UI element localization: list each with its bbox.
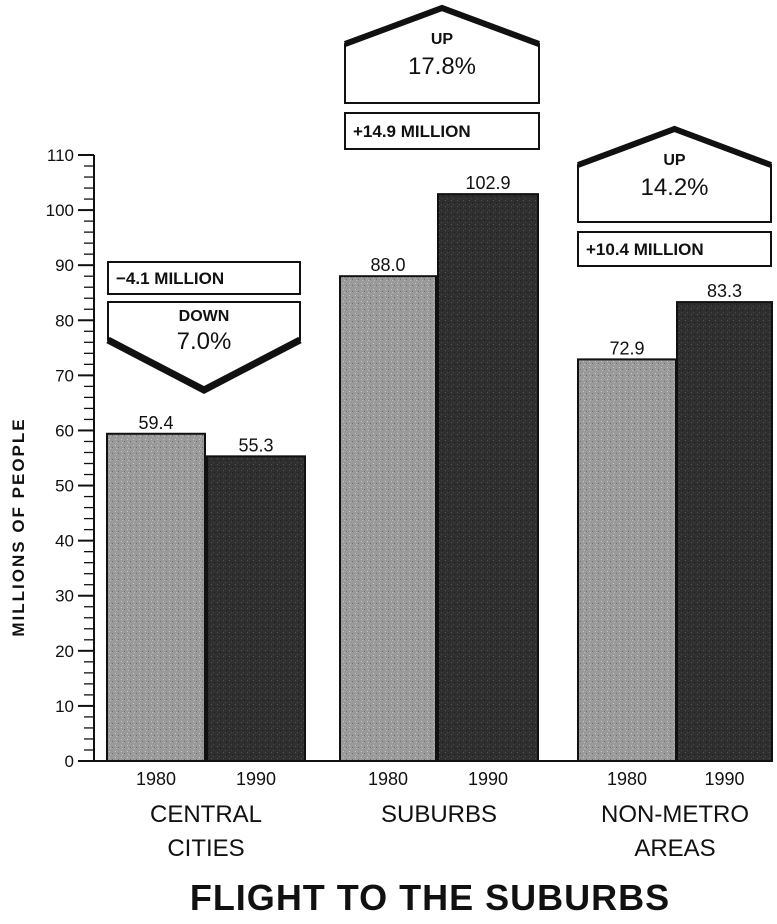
change-text: −4.1 MILLION [116,269,224,288]
category-label: AREAS [634,835,715,862]
bar-1980 [577,358,677,762]
y-tick-label: 100 [46,201,74,220]
y-tick-label: 80 [55,311,74,330]
direction-word: UP [431,31,454,48]
bar-1990 [437,193,539,762]
category-label: NON-METRO [601,801,749,828]
y-tick-label: 20 [55,642,74,661]
value-label: 72.9 [609,338,644,358]
value-label: 83.3 [707,281,742,301]
bar-1980 [106,432,206,762]
bar-1980 [339,275,437,762]
y-tick-label: 70 [55,366,74,385]
callouts: −4.1 MILLION DOWN 7.0% +14.9 MILLION UP 17.8%… [106,4,773,394]
y-tick-label: 10 [55,697,74,716]
down-arrow-edge [106,336,302,394]
value-label: 88.0 [370,255,405,275]
y-tick-label: 0 [65,752,74,771]
change-text: +14.9 MILLION [353,122,471,141]
bar-1990 [676,301,773,762]
bars [106,193,773,762]
value-label: 55.3 [238,435,273,455]
category-label: CITIES [167,835,244,862]
y-tick-label: 40 [55,532,74,551]
year-label: 1990 [236,769,276,789]
percent-change: 7.0% [177,328,232,355]
change-box [107,261,301,295]
year-label: 1990 [704,769,744,789]
y-tick-label: 60 [55,421,74,440]
y-tick-label: 90 [55,256,74,275]
change-box [577,231,772,267]
percent-change: 14.2% [640,174,708,201]
year-label: 1990 [468,769,508,789]
up-arrow-edge [576,125,773,168]
percent-change: 17.8% [408,53,476,80]
change-box [344,112,540,150]
category-label: SUBURBS [381,801,497,828]
year-label: 1980 [368,769,408,789]
value-label: 59.4 [138,413,173,433]
y-tick-label: 50 [55,477,74,496]
chart-title: FLIGHT TO THE SUBURBS [190,877,670,918]
up-arrow-edge [343,4,541,47]
direction-word: UP [663,152,686,169]
value-label: 102.9 [465,173,510,193]
y-axis-label: MILLIONS OF PEOPLE [9,417,28,636]
category-label: CENTRAL [150,801,262,828]
direction-word: DOWN [179,308,230,325]
y-tick-label: 30 [55,587,74,606]
y-tick-label: 110 [47,146,74,165]
bar-1990 [206,455,306,762]
change-text: +10.4 MILLION [586,240,704,259]
year-label: 1980 [607,769,647,789]
labels: 59.4 1980 55.3 1990 CENTRAL CITIES 88.0 1980 102… [136,173,749,862]
year-label: 1980 [136,769,176,789]
